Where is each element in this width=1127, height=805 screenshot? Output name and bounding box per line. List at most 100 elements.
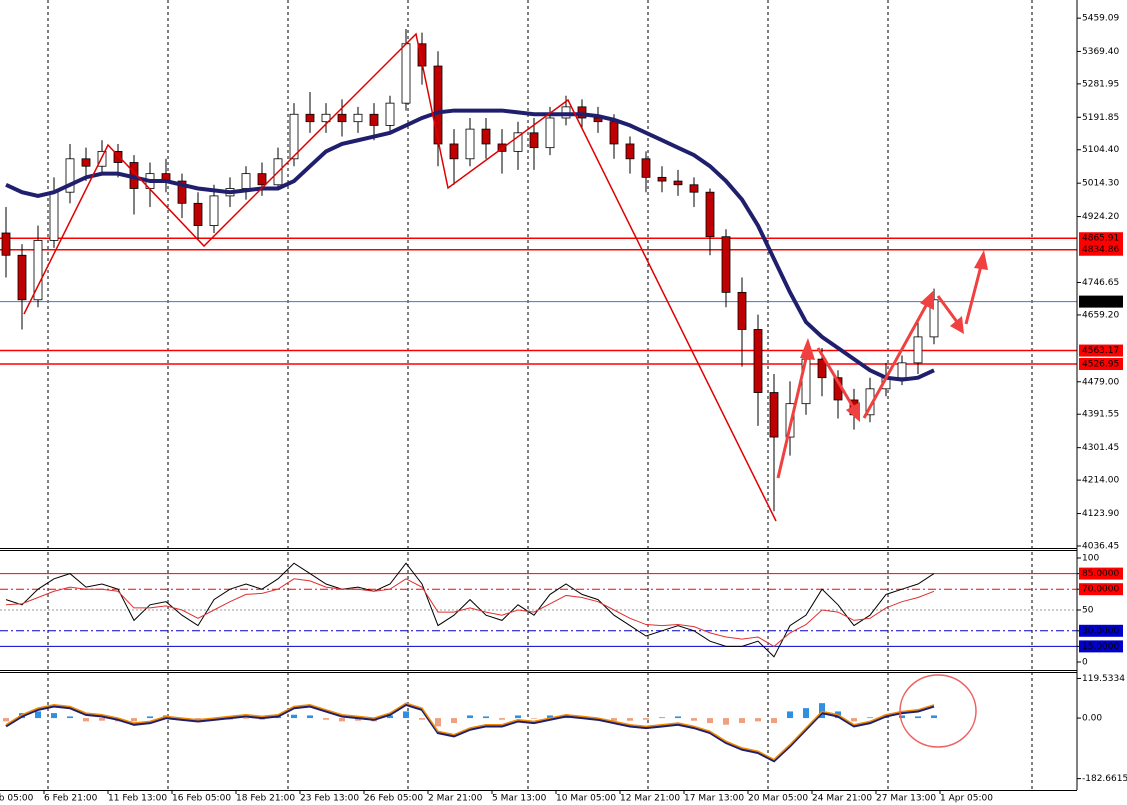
- histogram-bar: [355, 718, 361, 721]
- histogram-bar: [35, 711, 41, 719]
- histogram-bar: [83, 718, 89, 722]
- x-tick-label: 23 Feb 13:00: [300, 794, 359, 804]
- y-tick-label: 5369.40: [1082, 47, 1119, 57]
- histogram-bar: [771, 718, 777, 724]
- candle-body: [209, 195, 219, 226]
- histogram-bar: [803, 708, 809, 719]
- x-tick-label: 17 Mar 13:00: [684, 794, 744, 804]
- current-price-label: 4695.09: [1082, 297, 1119, 307]
- oscillator-line: [5, 562, 935, 658]
- candle-body: [913, 336, 923, 364]
- candle-body: [641, 158, 651, 178]
- y-tick-label: 5281.95: [1082, 79, 1119, 89]
- moving-average: [5, 108, 935, 382]
- candle-body: [689, 184, 699, 193]
- candle-body: [705, 191, 715, 238]
- histogram-bar: [419, 718, 425, 720]
- candle-body: [65, 158, 75, 193]
- candle-body: [321, 113, 331, 123]
- candle-body: [241, 173, 251, 189]
- histogram-bar: [515, 715, 521, 719]
- histogram-bar: [739, 718, 745, 724]
- candle-body: [753, 329, 763, 393]
- x-tick-label: 18 Feb 21:00: [236, 794, 295, 804]
- candle-body: [17, 254, 27, 301]
- x-tick-label: 5 Mar 13:00: [492, 794, 547, 804]
- candle-body: [177, 180, 187, 204]
- x-tick-label: 27 Mar 13:00: [876, 794, 936, 804]
- histogram-bar: [451, 718, 457, 724]
- y-tick-label: 4746.65: [1082, 278, 1119, 288]
- y-tick-label: 0: [1082, 657, 1088, 667]
- y-tick-label: 4123.90: [1082, 509, 1119, 519]
- y-tick-label: 85.0000: [1082, 569, 1119, 579]
- candle-body: [609, 121, 619, 145]
- candle-body: [433, 65, 443, 145]
- level-label: 4563.17: [1082, 346, 1119, 356]
- level-label-bg: [1079, 357, 1123, 370]
- candle-body: [1, 232, 11, 256]
- y-tick-label: 100: [1082, 554, 1099, 564]
- level-label-bg: [1079, 344, 1123, 357]
- candle-body: [369, 113, 379, 126]
- y-tick-label: 70.0000: [1082, 585, 1119, 595]
- x-tick-label: 5 Feb 05:00: [0, 794, 34, 804]
- histogram-bar: [867, 717, 873, 719]
- histogram-bar: [3, 718, 9, 722]
- x-tick-label: 12 Mar 21:00: [620, 794, 680, 804]
- macd-line: [5, 702, 935, 761]
- y-tick-label: 5104.40: [1082, 145, 1119, 155]
- y-tick-label: 4479.00: [1082, 377, 1119, 387]
- histogram-bar: [691, 718, 697, 721]
- candle-body: [625, 143, 635, 160]
- candle-body: [465, 128, 475, 160]
- y-tick-label: 5191.85: [1082, 113, 1119, 123]
- candle-body: [737, 291, 747, 330]
- histogram-bar: [531, 718, 537, 719]
- histogram-bar: [147, 716, 153, 719]
- candle-body: [385, 102, 395, 126]
- x-tick-label: 2 Mar 21:00: [428, 794, 483, 804]
- y-tick-label: 4924.20: [1082, 212, 1119, 222]
- histogram-bar: [243, 718, 249, 719]
- y-tick-label: 5014.30: [1082, 179, 1119, 189]
- candle-body: [337, 113, 347, 123]
- x-tick-label: 26 Feb 05:00: [364, 794, 423, 804]
- y-tick-label: 4214.00: [1082, 476, 1119, 486]
- histogram-bar: [627, 718, 633, 721]
- candle-body: [769, 392, 779, 438]
- y-tick-label: 4301.45: [1082, 443, 1119, 453]
- candle-body: [817, 358, 827, 379]
- y-tick-label: -182.6615: [1082, 774, 1127, 784]
- histogram-bar: [483, 716, 489, 719]
- histogram-bar: [547, 715, 553, 719]
- candle-body: [97, 150, 107, 167]
- candle-body: [113, 150, 123, 163]
- histogram-bar: [723, 718, 729, 725]
- current-price-bg: [1079, 295, 1123, 308]
- histogram-bar: [755, 718, 761, 722]
- candle-body: [673, 180, 683, 186]
- candle-body: [529, 132, 539, 149]
- candle-body: [193, 202, 203, 226]
- candle-body: [289, 113, 299, 160]
- candle-body: [305, 113, 315, 123]
- histogram-bar: [291, 714, 297, 719]
- y-tick-label: 15.0000: [1082, 642, 1119, 652]
- candle-body: [513, 132, 523, 152]
- histogram-bar: [51, 713, 57, 719]
- x-tick-label: 10 Mar 05:00: [556, 794, 616, 804]
- x-tick-label: 6 Feb 21:00: [44, 794, 98, 804]
- candle-body: [545, 117, 555, 149]
- histogram-bar: [467, 715, 473, 719]
- candle-body: [481, 128, 491, 145]
- y-tick-label: 4036.45: [1082, 541, 1119, 551]
- frame: [0, 0, 1078, 791]
- histogram-bar: [131, 718, 137, 722]
- tick-label-bg: [1079, 624, 1123, 637]
- candle-body: [33, 240, 43, 301]
- histogram-bar: [307, 715, 313, 719]
- oscillator-line: [5, 578, 935, 648]
